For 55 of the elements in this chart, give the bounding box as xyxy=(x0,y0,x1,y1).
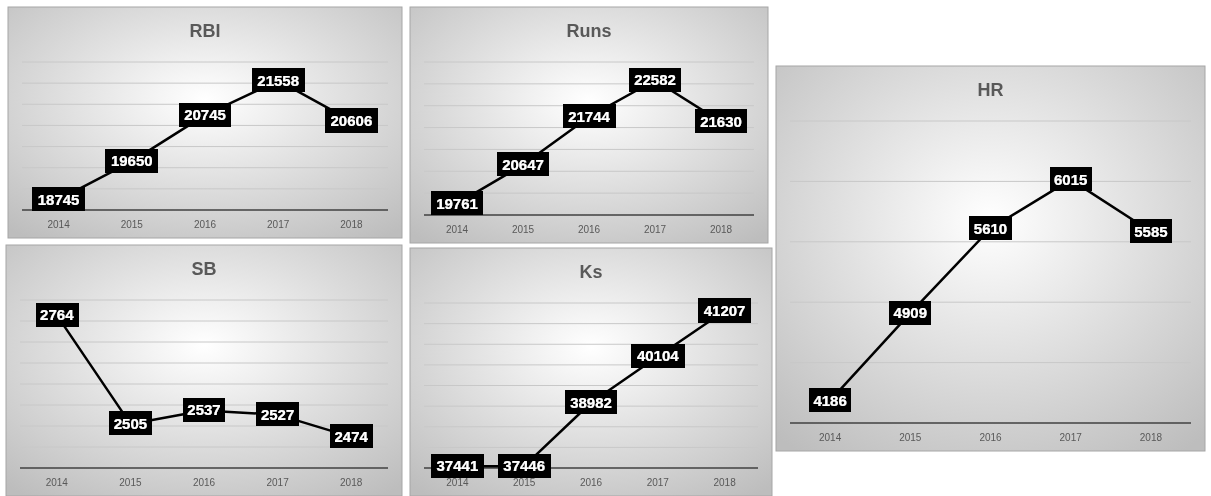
data-label: 22582 xyxy=(634,71,676,89)
chart-title: SB xyxy=(191,259,217,279)
x-tick-label: 2015 xyxy=(120,219,144,230)
x-tick-label: 2014 xyxy=(446,477,469,488)
data-label: 18745 xyxy=(37,190,80,208)
x-tick-label: 2018 xyxy=(713,477,737,488)
data-label: 5610 xyxy=(973,219,1008,237)
data-label: 2505 xyxy=(113,414,148,432)
x-tick-label: 2017 xyxy=(646,477,670,488)
data-label: 4186 xyxy=(813,391,847,409)
x-tick-label: 2016 xyxy=(579,477,603,488)
x-tick-label: 2017 xyxy=(1059,432,1083,443)
data-label: 19650 xyxy=(110,152,153,170)
x-tick-label: 2016 xyxy=(577,224,601,235)
x-tick-label: 2017 xyxy=(643,224,667,235)
x-tick-label: 2018 xyxy=(709,224,733,235)
chart-title: Runs xyxy=(566,21,612,41)
data-label: 20647 xyxy=(502,155,544,173)
x-tick-label: 2017 xyxy=(267,219,290,230)
x-tick-label: 2014 xyxy=(818,432,842,443)
data-label: 21744 xyxy=(568,107,611,125)
x-tick-label: 2016 xyxy=(979,432,1003,443)
chart-title: HR xyxy=(977,80,1004,100)
data-label: 21558 xyxy=(257,71,300,89)
data-label: 5585 xyxy=(1134,222,1168,240)
x-tick-label: 2014 xyxy=(445,224,469,235)
x-tick-label: 2014 xyxy=(47,219,71,230)
x-tick-label: 2015 xyxy=(513,477,536,488)
data-label: 2527 xyxy=(260,405,295,423)
x-tick-label: 2018 xyxy=(1139,432,1163,443)
data-label: 20606 xyxy=(330,111,373,129)
chart-title: RBI xyxy=(189,21,221,41)
data-label: 19761 xyxy=(436,194,478,212)
data-label: 37446 xyxy=(503,457,546,475)
x-tick-label: 2015 xyxy=(511,224,535,235)
data-label: 40104 xyxy=(636,347,680,365)
x-tick-label: 2018 xyxy=(340,219,363,230)
data-label: 37441 xyxy=(436,457,479,475)
x-tick-label: 2016 xyxy=(192,477,216,488)
x-tick-label: 2016 xyxy=(193,219,217,230)
x-tick-label: 2017 xyxy=(266,477,290,488)
data-label: 2474 xyxy=(334,427,369,445)
data-label: 38982 xyxy=(570,393,612,411)
data-label: 2537 xyxy=(187,401,221,419)
data-label: 2764 xyxy=(40,306,75,324)
data-label: 4909 xyxy=(893,304,927,322)
data-label: 41207 xyxy=(703,301,746,319)
x-tick-label: 2015 xyxy=(899,432,922,443)
chart-title: Ks xyxy=(579,262,603,282)
x-tick-label: 2014 xyxy=(45,477,69,488)
data-label: 20745 xyxy=(184,106,226,124)
data-label: 6015 xyxy=(1054,170,1088,188)
x-tick-label: 2015 xyxy=(119,477,142,488)
data-label: 21630 xyxy=(700,112,742,130)
x-tick-label: 2018 xyxy=(340,477,363,488)
